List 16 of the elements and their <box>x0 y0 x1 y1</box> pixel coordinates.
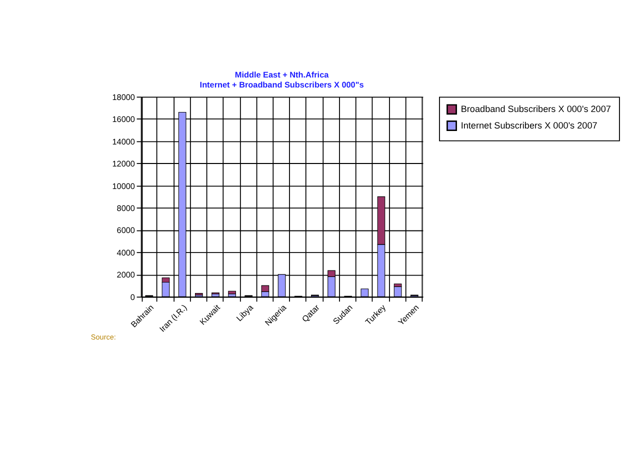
y-tick-label: 18000 <box>112 92 136 102</box>
y-tick-label: 4000 <box>116 248 136 258</box>
legend-label: Broadband Subscribers X 000's 2007 <box>460 104 611 114</box>
source-note: Source: <box>90 332 116 342</box>
y-tick-label: 10000 <box>112 182 136 191</box>
y-tick-label: 0 <box>130 292 136 302</box>
y-tick-label: 12000 <box>112 160 136 169</box>
text: Internet + Broadband Subscribers X 000"s <box>200 80 364 90</box>
y-tick-label: 8000 <box>116 204 136 213</box>
y-tick-label: 6000 <box>116 226 136 236</box>
y-tick-label: 2000 <box>116 270 136 280</box>
y-tick-label: 16000 <box>112 115 136 124</box>
bar <box>228 290 236 294</box>
y-tick-label: 14000 <box>112 137 136 146</box>
text: Middle East + Nth.Africa <box>234 70 329 80</box>
legend-label: Internet Subscribers X 000's 2007 <box>460 120 598 131</box>
